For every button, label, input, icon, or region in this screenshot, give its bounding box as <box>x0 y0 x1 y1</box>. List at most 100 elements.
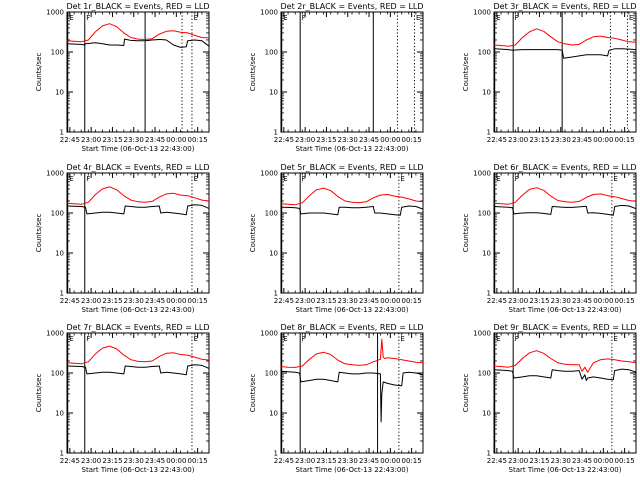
x-tick-label: 23:45 <box>145 457 165 465</box>
panel-title: Det 5r_BLACK = Events, RED = LLD <box>280 163 423 172</box>
x-tick-label: 23:45 <box>572 457 592 465</box>
lld-series-line <box>493 28 637 47</box>
panel-8: Det 8r_BLACK = Events, RED = LLD 1 10 100 10… <box>249 323 424 474</box>
marker-label: E <box>193 175 197 183</box>
y-tick-label: 1000 <box>260 170 278 178</box>
x-tick-label: 23:30 <box>338 457 358 465</box>
events-series-line <box>493 368 637 381</box>
x-tick-label: 23:30 <box>124 136 144 144</box>
marker-label: F <box>302 175 306 183</box>
x-tick-label: 23:00 <box>508 457 528 465</box>
x-tick-label: 00:00 <box>380 457 400 465</box>
x-tick-label: 23:30 <box>551 136 571 144</box>
plot-frame <box>66 172 210 294</box>
plot-frame <box>280 11 424 133</box>
lld-series-line <box>66 23 210 43</box>
marker-label: E <box>400 335 404 343</box>
y-tick-label: 1 <box>60 290 64 298</box>
y-tick-label: 1 <box>274 450 278 458</box>
x-tick-label: 00:15 <box>615 297 635 305</box>
y-tick-label: 10 <box>269 89 278 97</box>
x-axis-label: Start Time (06-Oct-13 22:43:00) <box>296 306 409 314</box>
x-tick-label: 00:15 <box>402 457 422 465</box>
y-axis-label: Counts/sec <box>35 53 43 92</box>
y-axis-label: Counts/sec <box>249 53 257 92</box>
x-axis-label: Start Time (06-Oct-13 22:43:00) <box>509 306 622 314</box>
marker-label: F <box>302 335 306 343</box>
panel-title: Det 2r_BLACK = Events, RED = LLD <box>280 2 423 11</box>
panel-title: Det 6r_BLACK = Events, RED = LLD <box>493 163 636 172</box>
marker-label: F <box>86 175 90 183</box>
y-tick-label: 100 <box>265 49 278 57</box>
x-tick-label: 22:45 <box>487 297 507 305</box>
y-tick-label: 10 <box>269 250 278 258</box>
y-tick-label: 1 <box>60 450 64 458</box>
events-series-line <box>493 48 637 59</box>
x-tick-label: 23:45 <box>359 457 379 465</box>
x-tick-label: 23:45 <box>145 297 165 305</box>
x-tick-label: 23:15 <box>102 457 122 465</box>
marker-label: E <box>283 175 287 183</box>
events-series-line <box>66 204 210 216</box>
events-series-line <box>280 205 424 216</box>
x-tick-label: 00:00 <box>166 136 186 144</box>
x-tick-label: 23:45 <box>359 136 379 144</box>
x-tick-label: 00:00 <box>380 297 400 305</box>
x-tick-label: 23:00 <box>295 457 315 465</box>
x-tick-label: 23:15 <box>316 457 336 465</box>
x-tick-label: 22:45 <box>60 297 80 305</box>
panel-1: Det 1r_BLACK = Events, RED = LLD 1 10 100 10… <box>35 2 210 153</box>
x-tick-label: 00:00 <box>166 457 186 465</box>
plot-frame <box>493 332 637 454</box>
panel-2: Det 2r_BLACK = Events, RED = LLD 1 10 100 10… <box>249 2 424 153</box>
y-tick-label: 100 <box>478 370 491 378</box>
x-axis-label: Start Time (06-Oct-13 22:43:00) <box>82 306 195 314</box>
y-tick-label: 10 <box>482 89 491 97</box>
x-tick-label: 23:15 <box>529 297 549 305</box>
y-axis-label: Counts/sec <box>462 53 470 92</box>
marker-label: E <box>496 335 500 343</box>
x-tick-label: 23:30 <box>551 457 571 465</box>
x-tick-label: 23:45 <box>572 136 592 144</box>
x-tick-label: 23:45 <box>572 297 592 305</box>
panel-6: Det 6r_BLACK = Events, RED = LLD 1 10 100 10… <box>462 163 637 314</box>
y-tick-label: 10 <box>55 250 64 258</box>
x-tick-label: 23:15 <box>529 136 549 144</box>
y-tick-label: 100 <box>265 210 278 218</box>
x-tick-label: 23:15 <box>316 136 336 144</box>
y-tick-label: 1 <box>274 290 278 298</box>
marker-label: F <box>86 335 90 343</box>
y-tick-label: 1 <box>487 450 491 458</box>
lld-series-line <box>66 186 210 205</box>
marker-label: E <box>193 335 197 343</box>
y-tick-label: 1000 <box>46 330 64 338</box>
x-tick-label: 23:30 <box>124 457 144 465</box>
x-tick-label: 00:15 <box>615 457 635 465</box>
marker-label: E <box>613 175 617 183</box>
x-tick-label: 23:15 <box>529 457 549 465</box>
y-axis-label: Counts/sec <box>249 214 257 253</box>
x-axis-label: Start Time (06-Oct-13 22:43:00) <box>509 466 622 474</box>
y-tick-label: 1000 <box>473 170 491 178</box>
y-tick-label: 10 <box>269 410 278 418</box>
lld-series-line <box>280 187 424 206</box>
lld-series-line <box>493 350 637 373</box>
lld-series-line <box>493 187 637 205</box>
x-axis-label: Start Time (06-Oct-13 22:43:00) <box>82 145 195 153</box>
y-tick-label: 1000 <box>473 9 491 17</box>
x-tick-label: 23:30 <box>551 297 571 305</box>
x-tick-label: 00:15 <box>188 457 208 465</box>
x-axis-label: Start Time (06-Oct-13 22:43:00) <box>82 466 195 474</box>
y-tick-label: 10 <box>55 89 64 97</box>
marker-label: E <box>69 175 73 183</box>
y-axis-label: Counts/sec <box>249 374 257 413</box>
x-tick-label: 23:30 <box>338 297 358 305</box>
panel-title: Det 3r_BLACK = Events, RED = LLD <box>493 2 636 11</box>
x-tick-label: 00:15 <box>402 297 422 305</box>
y-tick-label: 10 <box>482 410 491 418</box>
plot-frame <box>280 172 424 294</box>
marker-label: E <box>400 175 404 183</box>
marker-label: E <box>416 14 420 22</box>
x-axis-label: Start Time (06-Oct-13 22:43:00) <box>296 466 409 474</box>
